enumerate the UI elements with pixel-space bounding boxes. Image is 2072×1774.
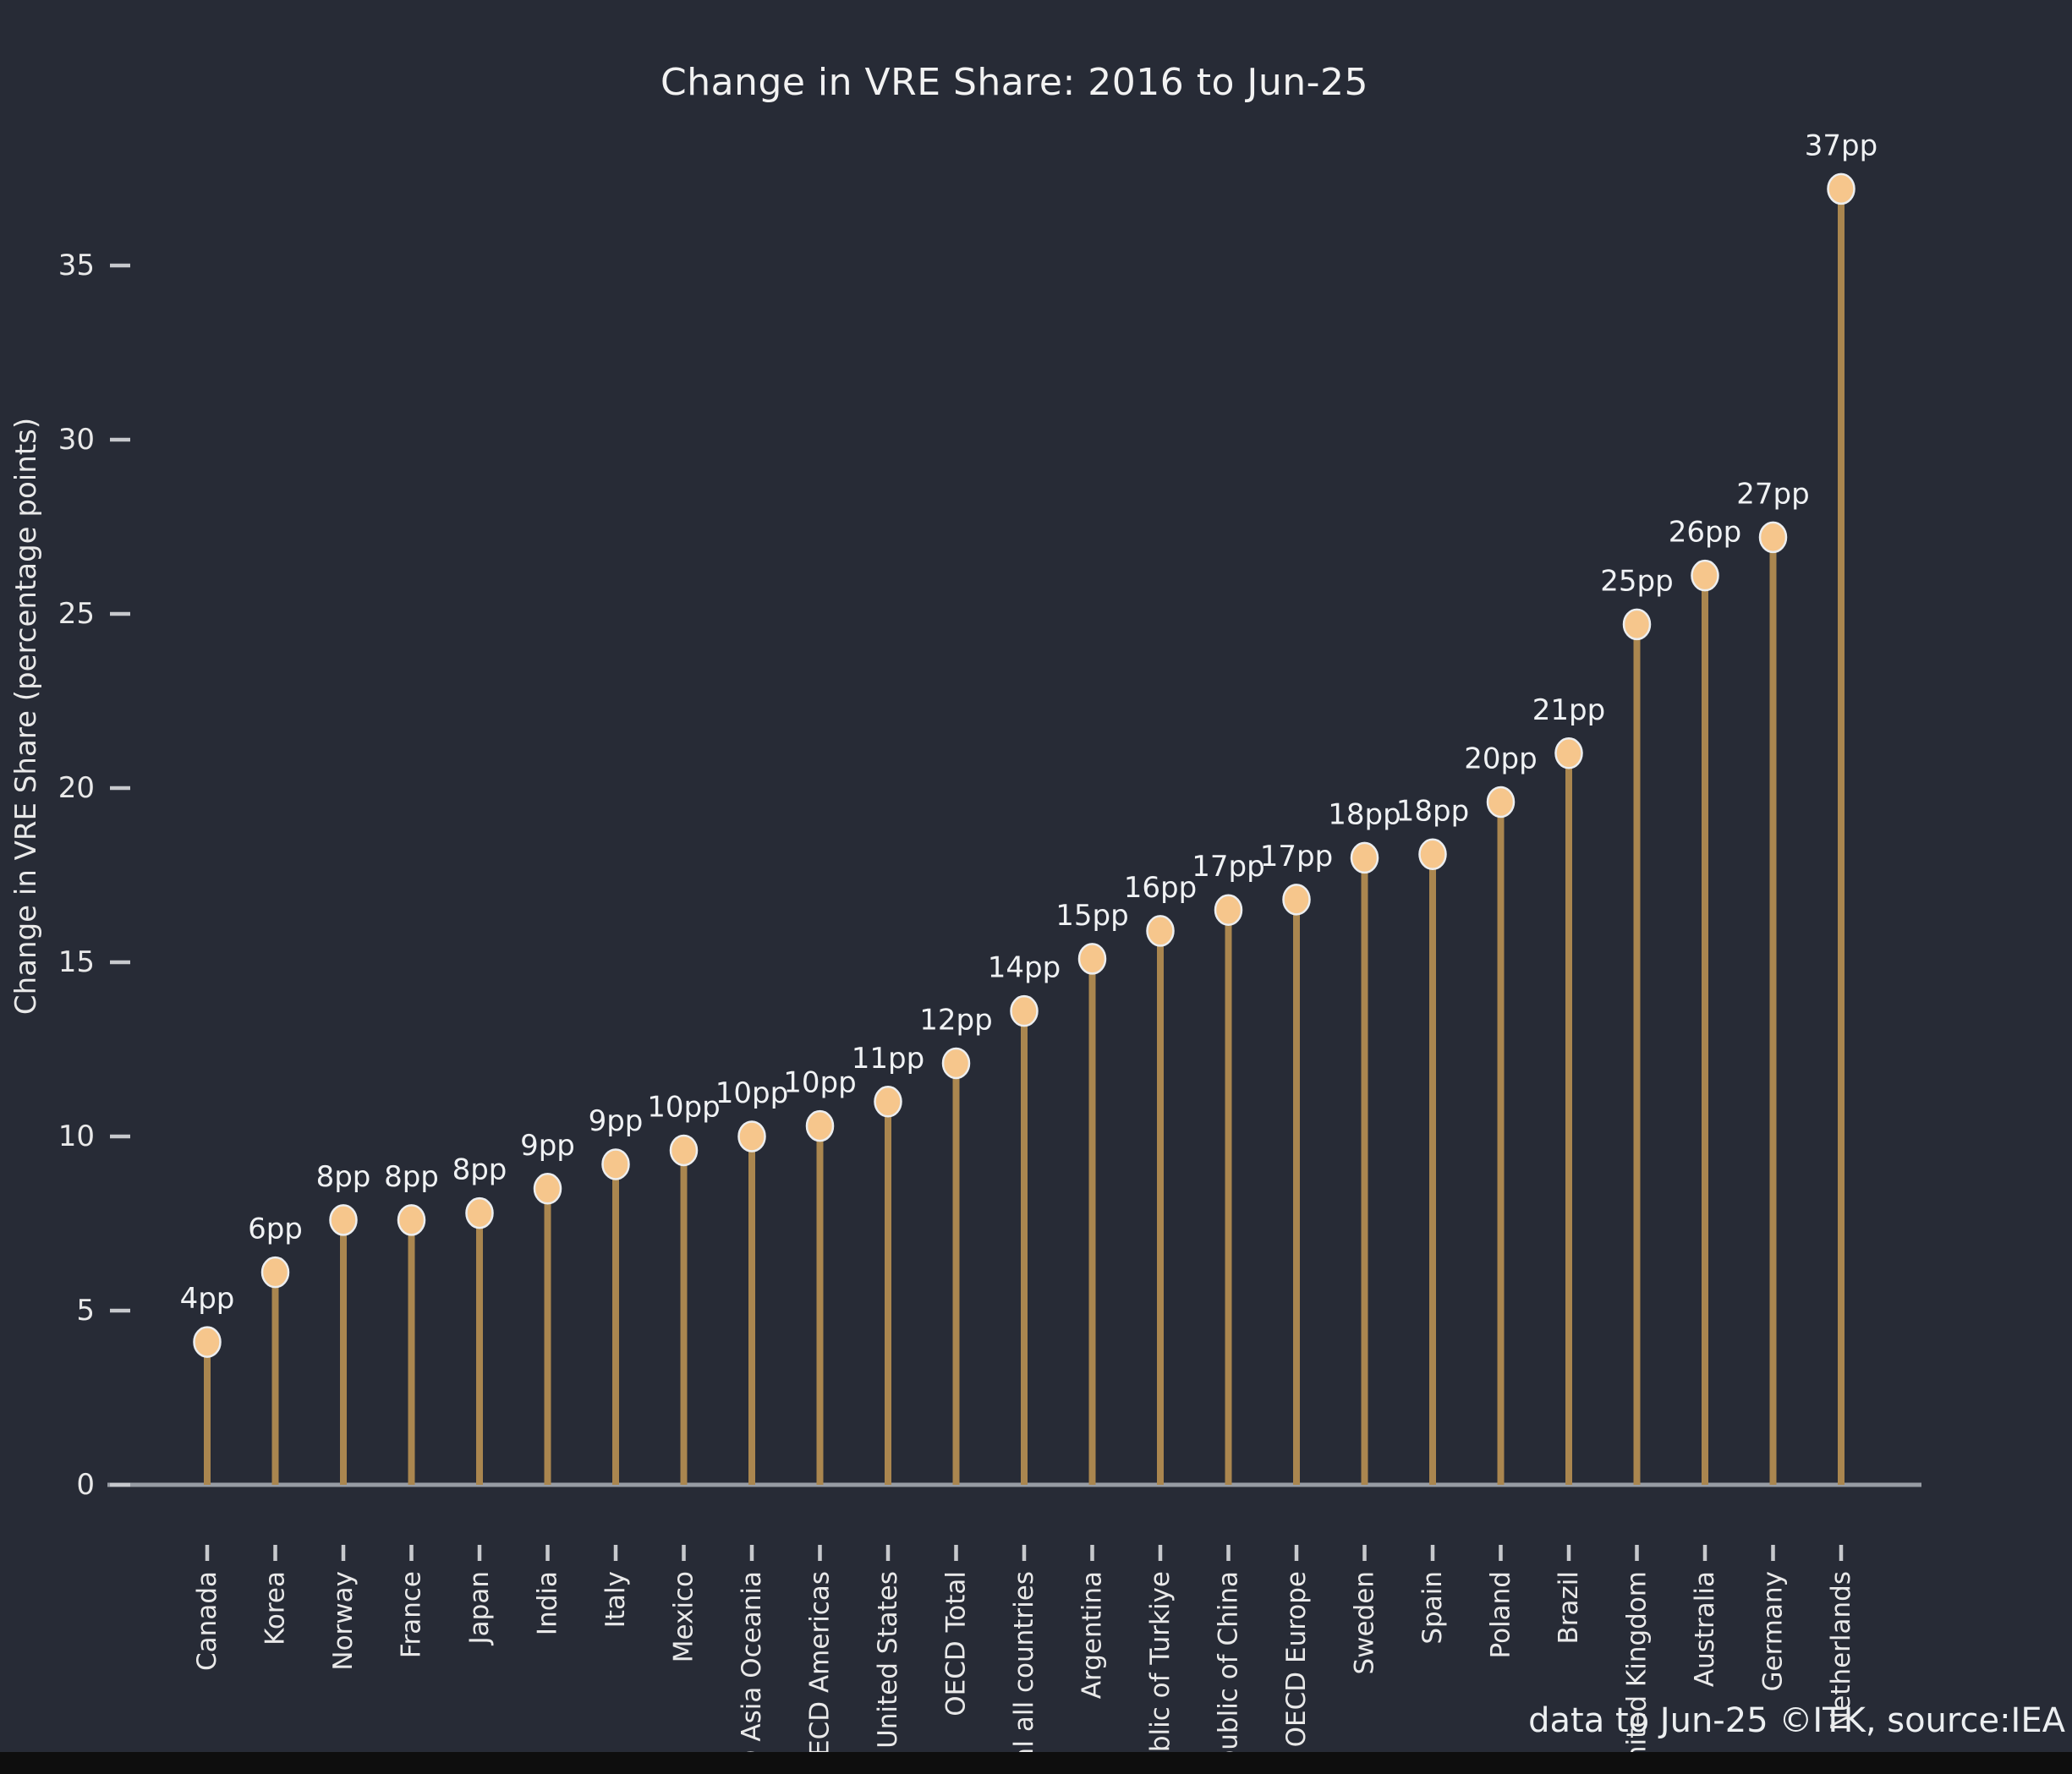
category-label: Canada (192, 1571, 222, 1671)
category-label: Total all countries (1009, 1571, 1039, 1774)
category-label: Australia (1690, 1571, 1720, 1687)
marker (1758, 521, 1788, 554)
value-label: 11pp (852, 1042, 924, 1076)
source-attribution: data to Jun-25 ©ITK, source:IEA (1528, 1701, 2065, 1740)
category-label: Norway (328, 1571, 359, 1671)
value-label: 6pp (248, 1213, 303, 1246)
category-label: United States (873, 1571, 903, 1749)
value-label: 18pp (1396, 794, 1469, 828)
marker (1554, 737, 1583, 769)
y-tick-label: 20 (58, 771, 95, 805)
marker (874, 1086, 902, 1118)
marker (260, 1256, 290, 1289)
value-label: 17pp (1192, 850, 1264, 884)
value-label: 27pp (1736, 477, 1809, 511)
category-label: Japan (464, 1571, 495, 1645)
marker (329, 1204, 358, 1236)
value-label: 20pp (1464, 742, 1537, 775)
value-label: 8pp (384, 1160, 439, 1194)
value-label: 10pp (647, 1090, 720, 1124)
category-label: Korea (260, 1571, 291, 1645)
value-label: 14pp (988, 951, 1061, 985)
y-tick-label: 25 (58, 597, 95, 631)
category-label: Netherlands (1826, 1571, 1856, 1731)
value-label: 10pp (715, 1076, 788, 1110)
category-label: Argentina (1077, 1571, 1108, 1699)
category-label: OECD Europe (1281, 1571, 1312, 1747)
bottom-bar (0, 1752, 2072, 1774)
category-label: OECD Total (941, 1571, 972, 1717)
category-label: Republic of Turkiye (1145, 1571, 1176, 1774)
y-tick-label: 0 (76, 1468, 95, 1502)
value-label: 10pp (783, 1066, 856, 1100)
category-label: Italy (600, 1571, 631, 1628)
marker (1282, 884, 1311, 916)
y-tick-label: 30 (58, 423, 95, 457)
value-label: 26pp (1669, 516, 1741, 550)
marker (1146, 915, 1175, 947)
value-label: 8pp (452, 1153, 507, 1187)
category-label: Mexico (669, 1571, 699, 1662)
marker (533, 1173, 562, 1205)
marker (669, 1134, 699, 1167)
value-label: 9pp (520, 1129, 575, 1163)
category-label: Sweden (1350, 1571, 1380, 1675)
category-label: Germany (1758, 1571, 1789, 1691)
category-label: OECD Americas (805, 1571, 836, 1774)
marker (737, 1120, 766, 1153)
value-label: 16pp (1124, 871, 1197, 905)
marker (601, 1148, 630, 1180)
marker (1827, 172, 1855, 205)
marker (805, 1109, 835, 1142)
category-label: Brazil (1554, 1571, 1584, 1645)
marker (397, 1204, 426, 1236)
y-tick-label: 10 (58, 1120, 95, 1153)
marker (193, 1326, 222, 1358)
value-label: 4pp (180, 1282, 235, 1316)
marker (1350, 841, 1379, 874)
value-label: 21pp (1532, 693, 1605, 727)
marker (1077, 943, 1107, 975)
marker (1622, 608, 1652, 641)
value-label: 8pp (316, 1160, 371, 1194)
category-label: France (397, 1571, 427, 1658)
category-label: People's Republic of China (1214, 1571, 1244, 1774)
value-label: 17pp (1260, 840, 1333, 873)
category-label: United Kingdom (1622, 1571, 1653, 1774)
value-label: 25pp (1600, 564, 1673, 598)
category-label: Poland (1486, 1571, 1516, 1659)
value-label: 12pp (919, 1003, 992, 1037)
value-label: 18pp (1328, 797, 1401, 831)
marker (1214, 894, 1243, 926)
value-label: 37pp (1805, 129, 1877, 162)
marker (1418, 838, 1447, 871)
marker (1010, 994, 1039, 1027)
marker (1691, 559, 1719, 592)
marker (941, 1047, 971, 1080)
y-tick-label: 5 (76, 1294, 95, 1328)
y-tick-label: 15 (58, 945, 95, 979)
category-label: Spain (1417, 1571, 1448, 1645)
value-label: 15pp (1055, 899, 1128, 933)
value-label: 9pp (589, 1104, 644, 1138)
chart-title: Change in VRE Share: 2016 to Jun-25 (660, 61, 1369, 104)
category-label: OECD Asia Oceania (737, 1571, 767, 1774)
marker (1486, 786, 1516, 819)
marker (465, 1196, 494, 1229)
category-label: India (533, 1571, 563, 1635)
y-tick-label: 35 (58, 249, 95, 282)
